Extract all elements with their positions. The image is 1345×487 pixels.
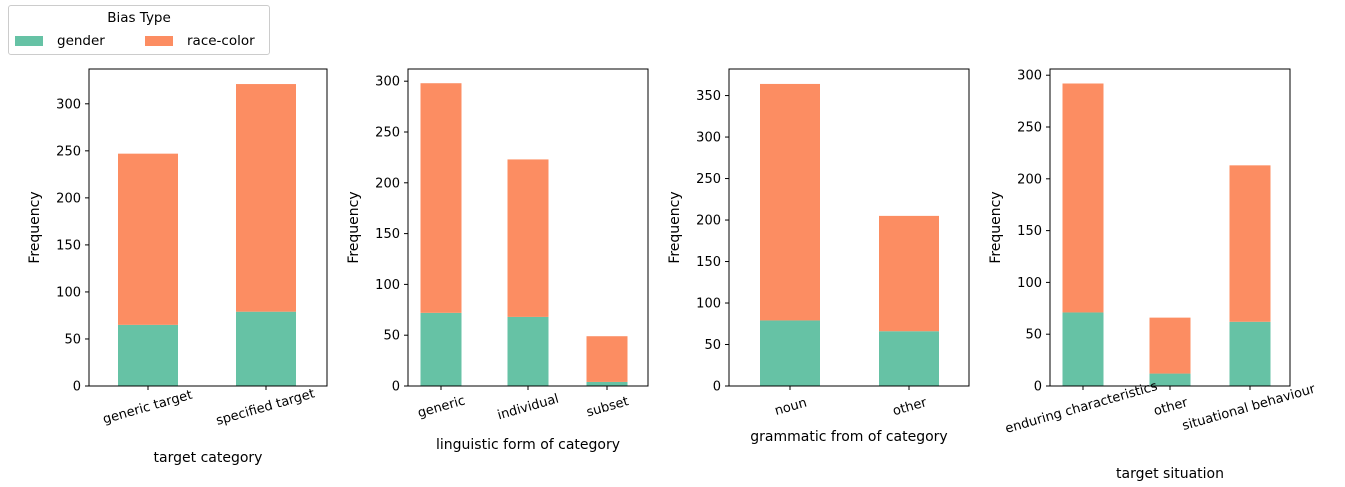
x-axis-label: target situation: [1116, 466, 1224, 482]
y-axis-label: Frequency: [667, 191, 683, 263]
y-tick-label: 250: [1017, 121, 1042, 136]
y-tick-label: 300: [375, 75, 400, 90]
x-axis-label: grammatic from of category: [750, 429, 947, 445]
y-tick-label: 200: [1017, 172, 1042, 187]
bar-race-color-enduring-characteristics: [1062, 83, 1104, 313]
bar-race-color-specified-target: [236, 84, 296, 312]
y-tick-label: 350: [696, 89, 721, 104]
y-tick-label: 100: [375, 278, 400, 293]
y-tick-label: 300: [1017, 69, 1042, 84]
bar-race-color-generic: [420, 83, 462, 313]
y-tick-label: 0: [73, 380, 81, 395]
y-tick-label: 100: [1017, 276, 1042, 291]
x-axis-label: linguistic form of category: [436, 437, 620, 453]
x-axis-label: target category: [154, 450, 263, 466]
y-axis-label: Frequency: [988, 191, 1004, 263]
bar-gender-individual: [507, 316, 549, 386]
bar-race-color-generic-target: [118, 153, 178, 325]
x-tick-label: subset: [585, 394, 631, 420]
x-tick-label: other: [891, 395, 929, 419]
y-tick-label: 0: [1034, 380, 1042, 395]
bar-race-color-other: [879, 215, 939, 332]
y-tick-label: 100: [56, 285, 81, 300]
chart-panel-1: 0 50 100 150 200 250 300 generic target specifie…: [27, 68, 328, 466]
bar-gender-subset: [586, 381, 628, 386]
y-tick-label: 150: [56, 238, 81, 253]
legend-title: Bias Type: [107, 10, 171, 26]
bar-gender-noun: [760, 320, 820, 386]
y-tick-label: 50: [704, 338, 721, 353]
x-tick-label: generic target: [101, 388, 194, 428]
y-axis-label: Frequency: [27, 191, 43, 263]
legend-item-gender: gender: [15, 32, 105, 50]
y-tick-label: 200: [56, 191, 81, 206]
y-tick-label: 0: [713, 380, 721, 395]
y-tick-label: 0: [392, 380, 400, 395]
y-tick-label: 200: [696, 214, 721, 229]
bar-gender-enduring-characteristics: [1062, 312, 1104, 386]
x-tick-label: noun: [773, 396, 809, 419]
bar-race-color-subset: [586, 336, 628, 382]
legend-label-race-color: race-color: [187, 33, 255, 49]
chart-panel-2: 0 50 100 150 200 250 300 generic individual subse…: [346, 68, 649, 453]
legend-swatch-gender: [15, 36, 43, 46]
axes-frame: [728, 68, 970, 387]
y-tick-label: 150: [696, 255, 721, 270]
y-tick-label: 250: [56, 144, 81, 159]
x-tick-label: other: [1152, 395, 1190, 419]
chart-panel-3: 0 50 100 150 200 250 300 350 noun other grammatic …: [667, 68, 970, 445]
y-tick-label: 150: [1017, 224, 1042, 239]
y-tick-label: 50: [64, 332, 81, 347]
y-tick-label: 50: [383, 329, 400, 344]
bar-gender-generic-target: [118, 324, 178, 386]
legend: Bias Type gender race-color: [8, 5, 270, 55]
bar-gender-generic: [420, 312, 462, 386]
legend-item-race-color: race-color: [145, 32, 255, 50]
y-tick-label: 250: [696, 172, 721, 187]
bar-gender-other: [879, 331, 939, 386]
axes-frame: [88, 68, 328, 387]
y-tick-label: 200: [375, 176, 400, 191]
y-tick-label: 300: [56, 97, 81, 112]
bar-race-color-other: [1149, 317, 1191, 374]
y-tick-label: 300: [696, 131, 721, 146]
legend-label-gender: gender: [57, 33, 105, 49]
y-tick-label: 50: [1025, 328, 1042, 343]
y-axis-label: Frequency: [346, 191, 362, 263]
y-tick-label: 150: [375, 227, 400, 242]
legend-swatch-race-color: [145, 36, 173, 46]
x-tick-label: enduring characteristics: [1004, 379, 1160, 437]
y-tick-label: 100: [696, 297, 721, 312]
bar-race-color-noun: [760, 83, 820, 321]
x-tick-label: individual: [496, 392, 561, 424]
x-tick-label: situational behaviour: [1181, 381, 1318, 434]
x-tick-label: generic: [416, 393, 467, 421]
bar-race-color-individual: [507, 159, 549, 317]
chart-panel-4: 0 50 100 150 200 250 300 enduring characteristi…: [988, 68, 1318, 482]
bar-race-color-situational-behaviour: [1229, 165, 1271, 322]
y-tick-label: 250: [375, 125, 400, 140]
x-tick-label: specified target: [214, 386, 316, 429]
bar-gender-situational-behaviour: [1229, 321, 1271, 386]
bar-gender-specified-target: [236, 311, 296, 386]
bar-gender-other: [1149, 373, 1191, 386]
